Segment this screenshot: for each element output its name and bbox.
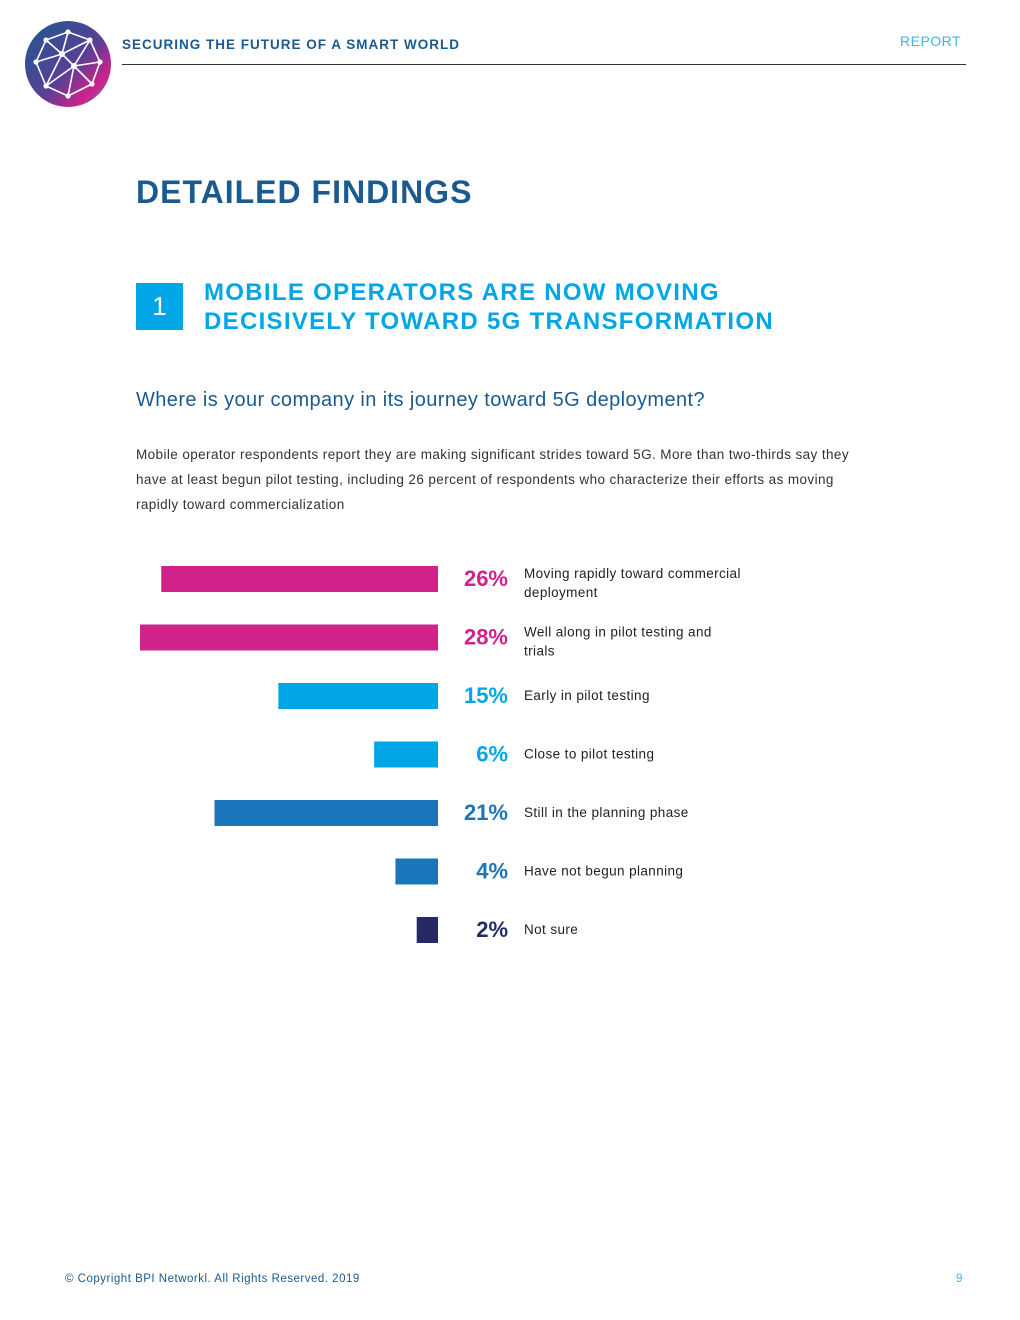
bar-category-label: Close to pilot testing: [524, 747, 654, 762]
bar-value-label: 15%: [464, 683, 508, 708]
bar: [214, 800, 438, 826]
bar-category-label: Still in the planning phase: [524, 805, 689, 820]
bar-category-label: Early in pilot testing: [524, 688, 650, 703]
bar: [278, 683, 438, 709]
page-number: 9: [956, 1273, 963, 1285]
bar-category-label: Not sure: [524, 922, 578, 937]
intro-paragraph: Mobile operator respondents report they …: [136, 447, 849, 512]
page-title: DETAILED FINDINGS: [136, 174, 473, 210]
bar: [416, 917, 438, 943]
bar-value-label: 28%: [464, 625, 508, 650]
section-heading: MOBILE OPERATORS ARE NOW MOVING DECISIVE…: [204, 278, 844, 336]
bar-value-label: 6%: [476, 742, 508, 767]
footer-copyright: © Copyright BPI Networkl. All Rights Res…: [65, 1273, 360, 1285]
header-tagline: SECURING THE FUTURE OF A SMART WORLD: [122, 37, 460, 52]
bar: [374, 741, 438, 768]
section-number-badge: 1: [136, 283, 183, 330]
bar-category-label: Well along in pilot testing and trials: [524, 625, 712, 659]
bar-category-label: Have not begun planning: [524, 864, 683, 879]
bar: [161, 566, 438, 592]
globe-network-logo: [25, 21, 111, 107]
header-divider: [122, 64, 966, 65]
bar: [395, 858, 438, 885]
bar: [140, 624, 438, 651]
section-heading-line-1: MOBILE OPERATORS ARE NOW MOVING: [204, 279, 720, 306]
report-label: REPORT: [900, 33, 962, 49]
section-heading-line-2: DECISIVELY TOWARD 5G TRANSFORMATION: [204, 308, 774, 335]
bar-value-label: 21%: [464, 800, 508, 825]
bar-value-label: 2%: [476, 917, 508, 942]
survey-question: Where is your company in its journey tow…: [136, 389, 706, 411]
bar-value-label: 26%: [464, 566, 508, 591]
deployment-stage-bar-chart: 26% Moving rapidly toward commercial deplo…: [140, 566, 741, 943]
bar-category-label: Moving rapidly toward commercial deployme…: [524, 566, 741, 600]
bar-value-label: 4%: [476, 859, 508, 884]
